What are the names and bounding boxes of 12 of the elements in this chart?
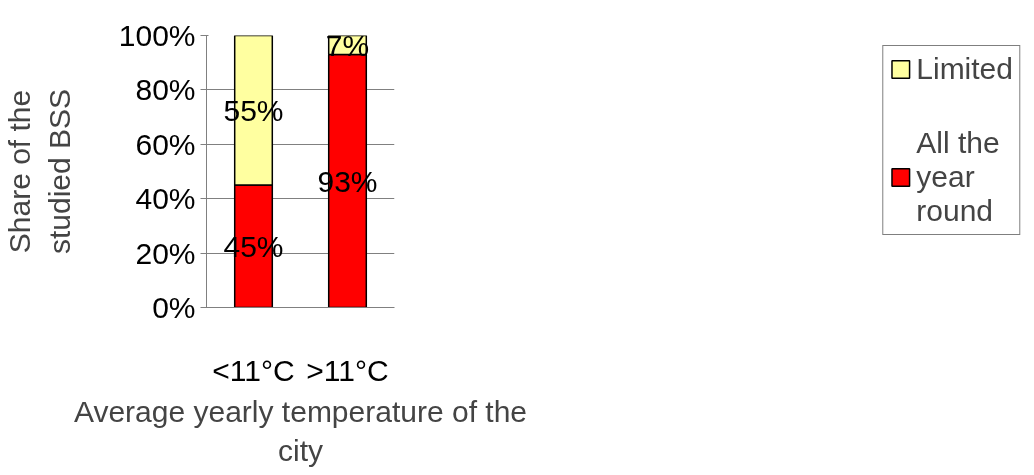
x-tick-label: >11°C — [306, 353, 389, 387]
y-axis-title: Share of the studied BSS — [3, 88, 76, 255]
y-tick-label: 100% — [118, 19, 196, 52]
legend-label: Limited — [916, 52, 1013, 86]
y-tick-label: 80% — [135, 73, 196, 107]
y-tick-label: 20% — [135, 236, 196, 270]
y-tick-label: 0% — [152, 291, 196, 324]
y-tick-label: 60% — [135, 127, 196, 161]
x-tick-label: <11°C — [212, 353, 295, 387]
x-axis-title: Average yearly temperature of the city — [73, 394, 528, 468]
y-tick-label: 40% — [135, 182, 196, 216]
legend-label: All the year round — [916, 126, 1000, 228]
